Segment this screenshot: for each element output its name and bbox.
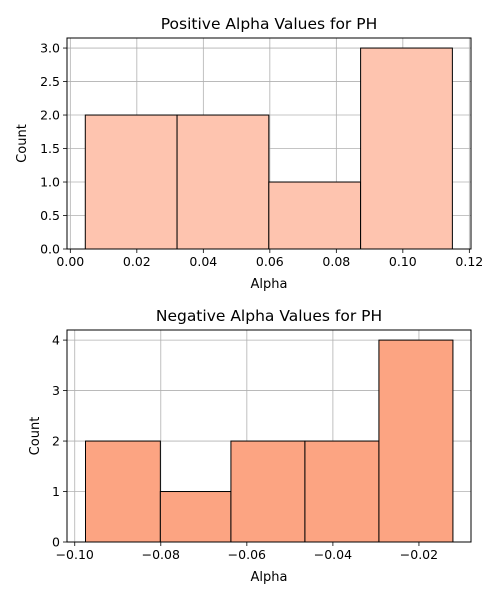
plot-frame — [66, 329, 472, 543]
chart-title: Negative Alpha Values for PH — [156, 307, 382, 325]
x-tick-label: 0.12 — [455, 254, 483, 269]
x-tick-label: 0.00 — [56, 254, 84, 269]
histogram-bar — [378, 339, 454, 543]
chart-title: Positive Alpha Values for PH — [161, 15, 378, 33]
y-axis-label: Count — [28, 417, 43, 456]
x-tick-label: 0.06 — [256, 254, 284, 269]
histogram-bars — [85, 339, 454, 543]
y-tick-label: 0 — [52, 535, 60, 550]
chart-positive-alpha: 0.00 0.02 0.04 0.06 0.08 0.10 0.12 0.0 0.5 1.0 1.… — [15, 15, 483, 292]
y-axis-label: Count — [15, 124, 30, 163]
x-tick-label: 0.04 — [189, 254, 217, 269]
histogram-bar — [230, 440, 306, 543]
y-tick-label: 2 — [52, 434, 60, 449]
chart-negative-alpha: −0.10 −0.08 −0.06 −0.04 −0.02 0 1 2 3 4 Negative… — [28, 307, 472, 585]
x-tick-label: −0.06 — [228, 547, 266, 562]
histogram-bar — [176, 114, 270, 250]
y-tick-label: 1.5 — [40, 141, 60, 156]
y-tick-label: 3.0 — [40, 41, 60, 56]
histogram-bar — [159, 491, 232, 543]
histogram-bar — [85, 440, 161, 543]
y-tick-label: 2.5 — [40, 74, 60, 89]
x-ticks: 0.00 0.02 0.04 0.06 0.08 0.10 0.12 — [56, 249, 483, 269]
y-tick-label: 0.5 — [40, 208, 60, 223]
histogram-bar — [304, 440, 380, 543]
y-tick-label: 2.0 — [40, 108, 60, 123]
x-tick-label: 0.08 — [322, 254, 350, 269]
y-tick-label: 3 — [52, 383, 60, 398]
x-axis-label: Alpha — [251, 277, 288, 292]
y-tick-label: 4 — [52, 333, 60, 348]
x-tick-label: −0.08 — [142, 547, 180, 562]
histogram-bar — [84, 114, 178, 250]
histogram-bar — [268, 181, 362, 250]
plot-frame — [66, 37, 472, 250]
x-tick-label: 0.10 — [389, 254, 417, 269]
y-ticks: 0.0 0.5 1.0 1.5 2.0 2.5 3.0 — [40, 41, 67, 257]
x-axis-label: Alpha — [251, 570, 288, 585]
x-tick-label: 0.02 — [123, 254, 151, 269]
histogram-bars — [84, 47, 453, 250]
y-tick-label: 0.0 — [40, 242, 60, 257]
histogram-bar — [360, 47, 453, 250]
x-tick-label: −0.04 — [314, 547, 352, 562]
y-ticks: 0 1 2 3 4 — [52, 333, 67, 550]
y-tick-label: 1.0 — [40, 175, 60, 190]
y-tick-label: 1 — [52, 484, 60, 499]
x-ticks: −0.10 −0.08 −0.06 −0.04 −0.02 — [56, 542, 438, 562]
x-tick-label: −0.10 — [56, 547, 94, 562]
x-tick-label: −0.02 — [400, 547, 438, 562]
